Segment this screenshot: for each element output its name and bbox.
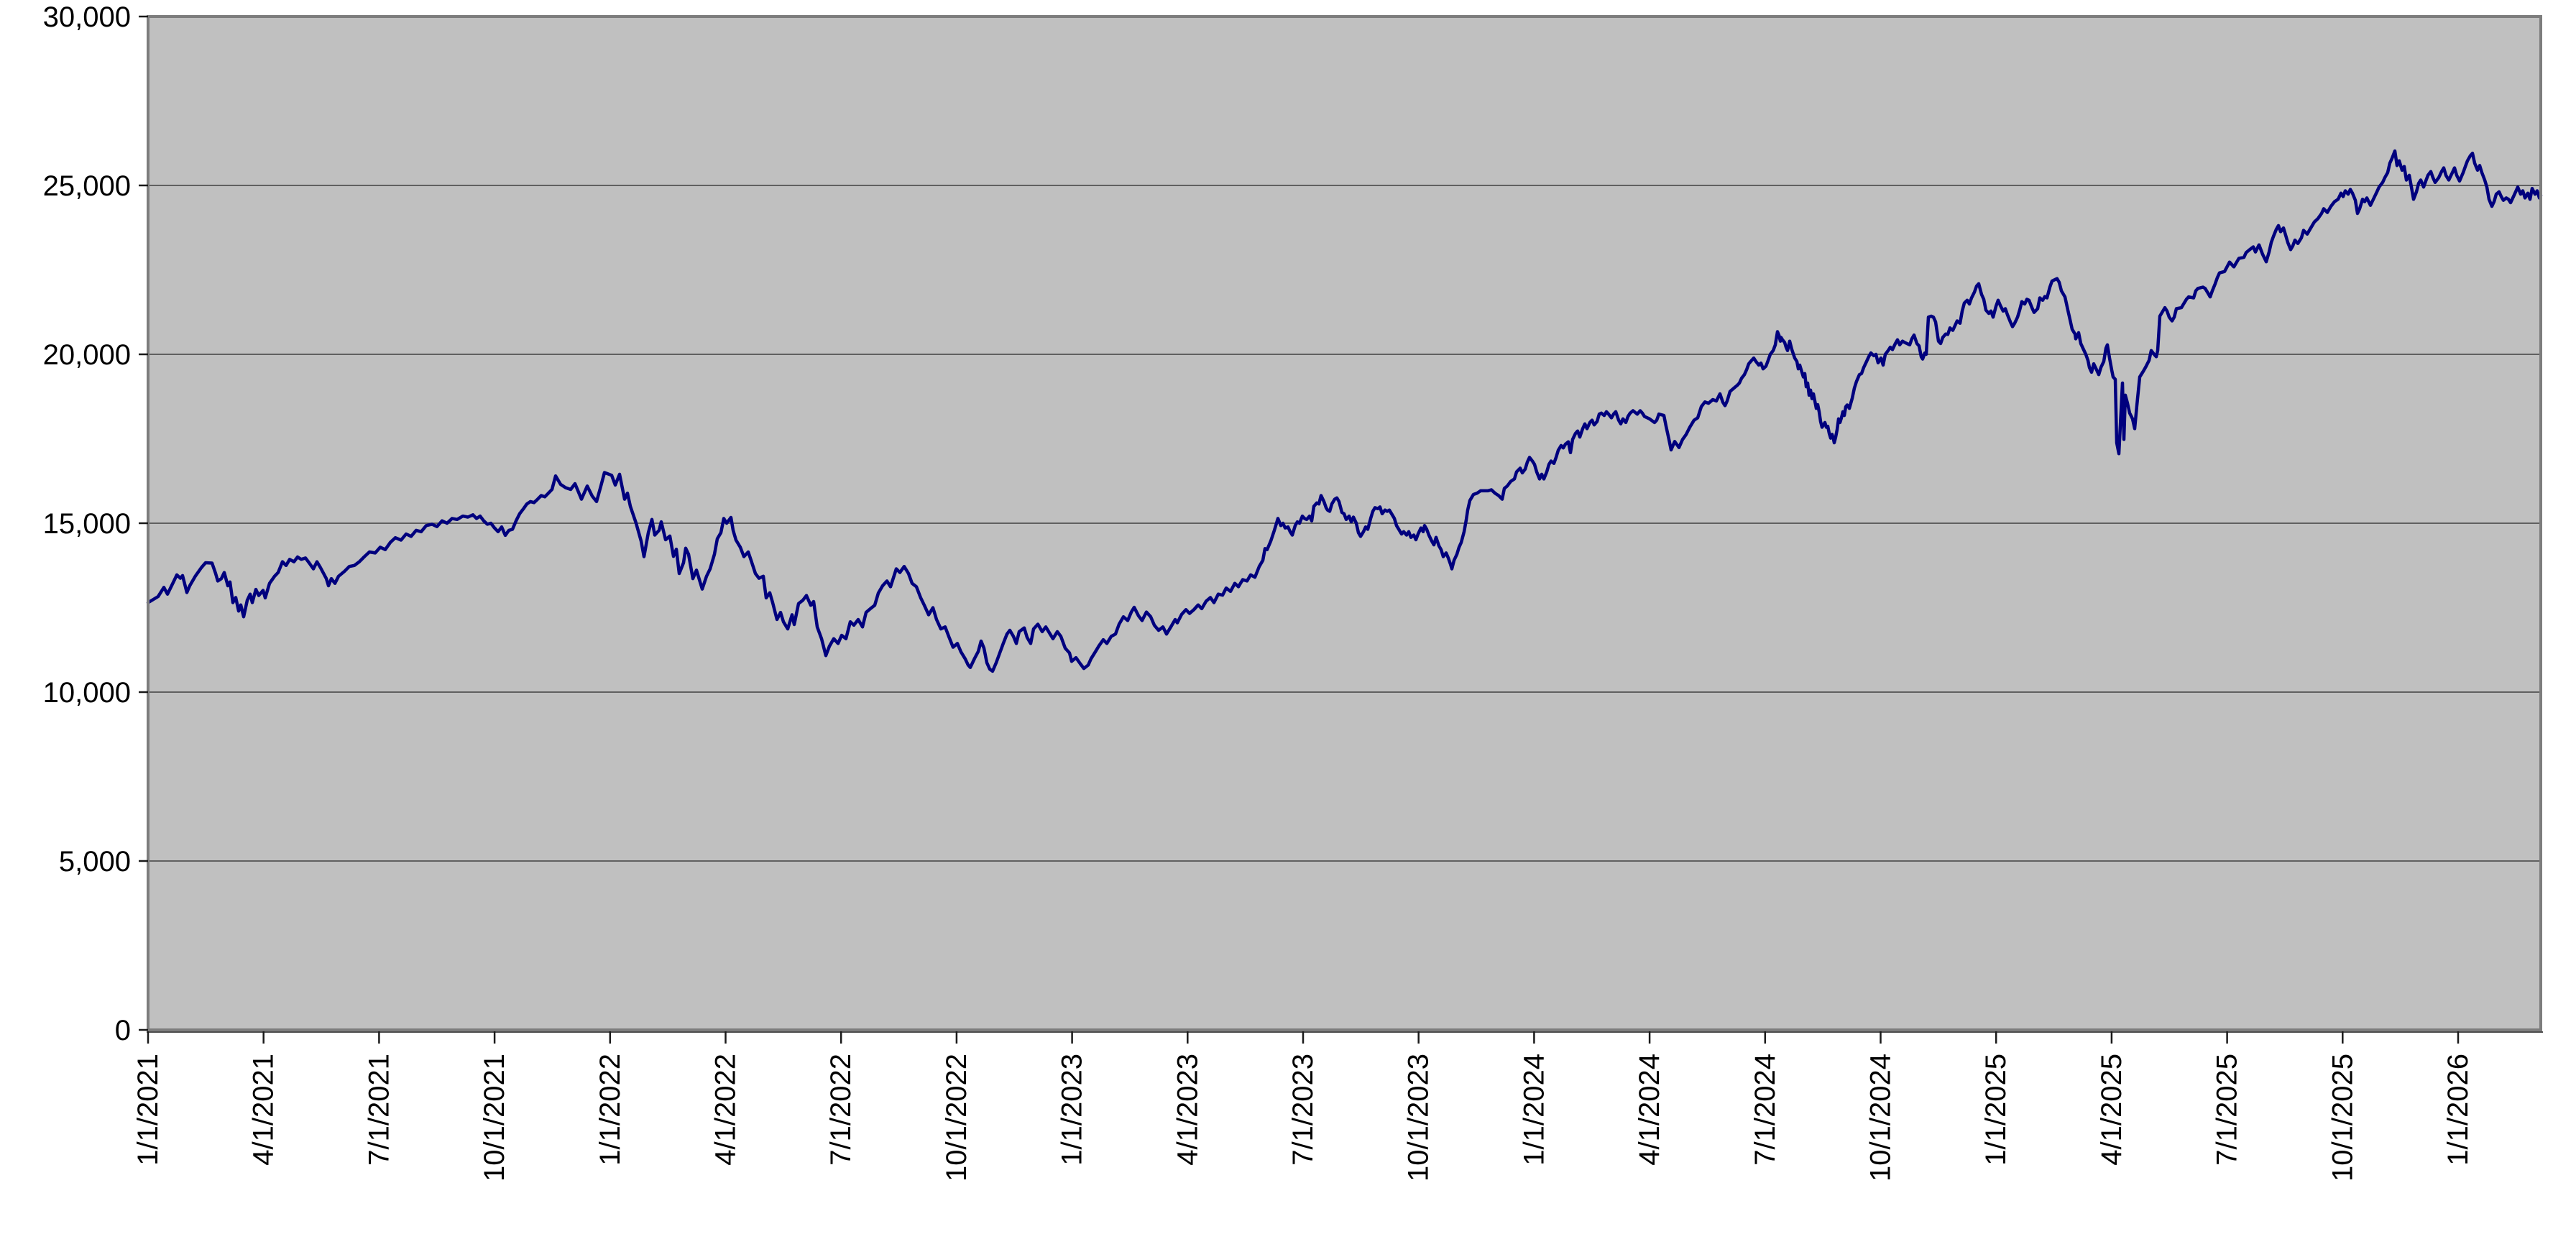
- y-axis-label: 15,000: [43, 508, 131, 540]
- x-axis-ticks: [147, 1031, 2460, 1044]
- x-axis-label: 4/1/2025: [2096, 1054, 2128, 1166]
- x-axis-label: 4/1/2021: [248, 1054, 280, 1166]
- y-axis-label: 10,000: [43, 677, 131, 709]
- x-axis-label: 1/1/2022: [594, 1054, 626, 1166]
- x-axis-label: 7/1/2023: [1287, 1054, 1319, 1166]
- x-axis-label: 7/1/2021: [363, 1054, 395, 1166]
- x-axis-label: 10/1/2022: [941, 1054, 972, 1182]
- x-axis-label: 4/1/2023: [1172, 1054, 1203, 1166]
- x-axis-label: 7/1/2022: [825, 1054, 857, 1166]
- x-axis-label: 10/1/2021: [479, 1054, 510, 1182]
- x-axis-label: 7/1/2024: [1749, 1054, 1781, 1166]
- x-axis-label: 1/1/2023: [1057, 1054, 1088, 1166]
- x-axis-label: 1/1/2026: [2442, 1054, 2474, 1166]
- y-axis-label: 30,000: [43, 1, 131, 33]
- y-axis-label: 0: [115, 1015, 131, 1046]
- x-axis-label: 1/1/2025: [1980, 1054, 2012, 1166]
- y-axis-ticks: [139, 15, 148, 1031]
- x-axis-label: 1/1/2021: [132, 1054, 164, 1166]
- gridlines: [148, 185, 2541, 862]
- x-axis-label: 10/1/2024: [1865, 1054, 1897, 1182]
- x-axis-label: 4/1/2024: [1634, 1054, 1665, 1166]
- y-axis-labels: 0 5,000 10,000 15,000 20,000 25,000 30,000: [43, 1, 131, 1046]
- x-axis-label: 10/1/2025: [2327, 1054, 2358, 1182]
- x-axis-label: 10/1/2023: [1403, 1054, 1435, 1182]
- x-axis-labels: 1/1/2021 4/1/2021 7/1/2021 10/1/2021 1/1/202…: [132, 1054, 2474, 1182]
- x-axis-label: 7/1/2025: [2212, 1054, 2243, 1166]
- y-axis-label: 5,000: [59, 846, 131, 878]
- y-axis-label: 20,000: [43, 339, 131, 371]
- series-line: [146, 149, 2543, 673]
- x-axis-label: 1/1/2024: [1518, 1054, 1550, 1166]
- x-axis-label: 4/1/2022: [710, 1054, 742, 1166]
- y-axis-label: 25,000: [43, 170, 131, 202]
- price-line: [146, 149, 2543, 673]
